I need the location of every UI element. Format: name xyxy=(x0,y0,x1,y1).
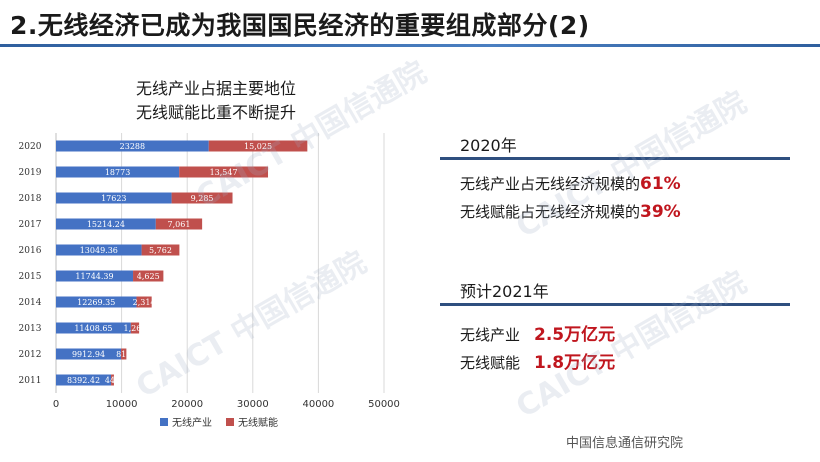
bar-2019-series-1 xyxy=(179,166,269,178)
legend-item-wireless-enablement: 无线赋能 xyxy=(226,414,278,429)
data-label-2015-series-0: 11744.39 xyxy=(75,272,113,281)
data-label-2012-series-0: 9912.94 xyxy=(72,350,105,359)
x-tick-label-10000: 10000 xyxy=(106,399,138,410)
data-label-2014-series-0: 12269.35 xyxy=(77,298,115,307)
bar-2013-series-0 xyxy=(56,322,131,334)
bar-2016-series-1 xyxy=(141,244,180,256)
x-tick-label-20000: 20000 xyxy=(171,399,203,410)
stat-2020-industry-value: 61% xyxy=(640,174,681,194)
stat-2021-industry: 无线产业 2.5万亿元 xyxy=(460,320,615,345)
bar-2014-series-0 xyxy=(56,296,137,308)
section-2021-divider xyxy=(440,303,790,306)
title-bar: 2.无线经济已成为我国国民经济的重要组成部分(2) xyxy=(0,0,820,44)
bar-2018-series-0 xyxy=(56,192,172,204)
data-label-2018-series-1: 9,285 xyxy=(191,194,214,203)
bar-2019-series-0 xyxy=(56,166,180,178)
data-label-2019-series-0: 18773 xyxy=(105,168,130,177)
stat-2021-enablement-label: 无线赋能 xyxy=(460,354,521,372)
y-tick-label-2020: 2020 xyxy=(19,142,42,152)
chart-legend: 无线产业 无线赋能 xyxy=(160,414,278,429)
data-label-2016-series-1: 5,762 xyxy=(149,246,172,255)
stat-2020-enablement-text: 无线赋能占无线经济规模的 xyxy=(460,203,641,221)
section-2020-heading: 2020年 xyxy=(460,136,517,155)
bar-2015-series-0 xyxy=(56,270,134,282)
title-accent-line xyxy=(0,44,820,47)
y-tick-label-2015: 2015 xyxy=(19,272,42,282)
y-tick-label-2014: 2014 xyxy=(19,298,42,308)
data-label-2019-series-1: 13,547 xyxy=(210,168,238,177)
bar-2014-series-1 xyxy=(136,296,152,308)
section-2020-divider xyxy=(440,157,790,160)
bar-2016-series-0 xyxy=(56,244,142,256)
stat-2020-enablement-value: 39% xyxy=(640,202,681,222)
data-label-2011-series-0: 8392.42 xyxy=(67,376,100,385)
y-tick-label-2018: 2018 xyxy=(19,194,42,204)
bar-2012-series-0 xyxy=(56,348,122,360)
stat-2020-enablement: 无线赋能占无线经济规模的39% xyxy=(460,201,681,222)
y-tick-label-2012: 2012 xyxy=(19,350,42,360)
footer-org: 中国信息通信研究院 xyxy=(566,436,684,451)
bar-2018-series-1 xyxy=(171,192,233,204)
chart-subtitle-line1: 无线产业占据主要地位 xyxy=(136,79,297,98)
stat-2021-industry-label: 无线产业 xyxy=(460,326,521,344)
data-label-2017-series-0: 15214.24 xyxy=(87,220,125,229)
bar-2013-series-1 xyxy=(130,322,140,334)
x-tick-label-0: 0 xyxy=(53,399,59,410)
bar-2012-series-1 xyxy=(121,348,127,360)
x-tick-label-50000: 50000 xyxy=(368,399,400,410)
chart-subtitle-line2: 无线赋能比重不断提升 xyxy=(136,103,297,122)
legend-swatch-wireless-industry xyxy=(160,417,168,426)
data-label-2014-series-1: 2,314 xyxy=(133,298,156,307)
data-label-2020-series-1: 15,025 xyxy=(244,142,272,151)
data-label-2013-series-1: 1,261 xyxy=(124,324,147,333)
stat-2021-industry-value: 2.5万亿元 xyxy=(534,325,616,345)
stat-2021-enablement-value: 1.8万亿元 xyxy=(534,353,616,373)
bar-2011-series-1 xyxy=(111,374,114,386)
data-label-2020-series-0: 23288 xyxy=(120,142,145,151)
legend-label-wireless-industry: 无线产业 xyxy=(172,418,212,429)
data-label-2016-series-0: 13049.36 xyxy=(80,246,118,255)
bar-2017-series-0 xyxy=(56,218,156,230)
bar-2017-series-1 xyxy=(155,218,203,230)
data-label-2011-series-1: 440 xyxy=(105,376,120,385)
y-tick-label-2016: 2016 xyxy=(19,246,42,256)
page-title: 2.无线经济已成为我国国民经济的重要组成部分(2) xyxy=(10,11,590,40)
y-tick-label-2019: 2019 xyxy=(19,168,42,178)
bar-2020-series-0 xyxy=(56,140,209,152)
section-2021-heading: 预计2021年 xyxy=(460,282,549,301)
legend-label-wireless-enablement: 无线赋能 xyxy=(238,418,278,429)
stat-2020-industry-text: 无线产业占无线经济规模的 xyxy=(460,175,641,193)
stacked-bar-chart: 0 10000 20000 30000 40000 50000 2020 23288 15,02… xyxy=(19,133,400,410)
bar-2020-series-1 xyxy=(208,140,308,152)
data-label-2015-series-1: 4,625 xyxy=(137,272,160,281)
y-tick-label-2011: 2011 xyxy=(19,376,42,386)
bar-2011-series-0 xyxy=(56,374,112,386)
x-tick-label-40000: 40000 xyxy=(302,399,334,410)
y-tick-label-2017: 2017 xyxy=(19,220,42,230)
data-label-2017-series-1: 7,061 xyxy=(168,220,191,229)
stat-2020-industry: 无线产业占无线经济规模的61% xyxy=(460,173,681,194)
x-tick-label-30000: 30000 xyxy=(237,399,269,410)
legend-item-wireless-industry: 无线产业 xyxy=(160,414,212,429)
data-label-2013-series-0: 11408.65 xyxy=(74,324,112,333)
y-tick-label-2013: 2013 xyxy=(19,324,42,334)
bar-2015-series-1 xyxy=(133,270,164,282)
legend-swatch-wireless-enablement xyxy=(226,417,234,426)
data-label-2018-series-0: 17623 xyxy=(101,194,126,203)
stat-2021-enablement: 无线赋能 1.8万亿元 xyxy=(460,348,615,373)
data-label-2012-series-1: 816 xyxy=(116,350,131,359)
